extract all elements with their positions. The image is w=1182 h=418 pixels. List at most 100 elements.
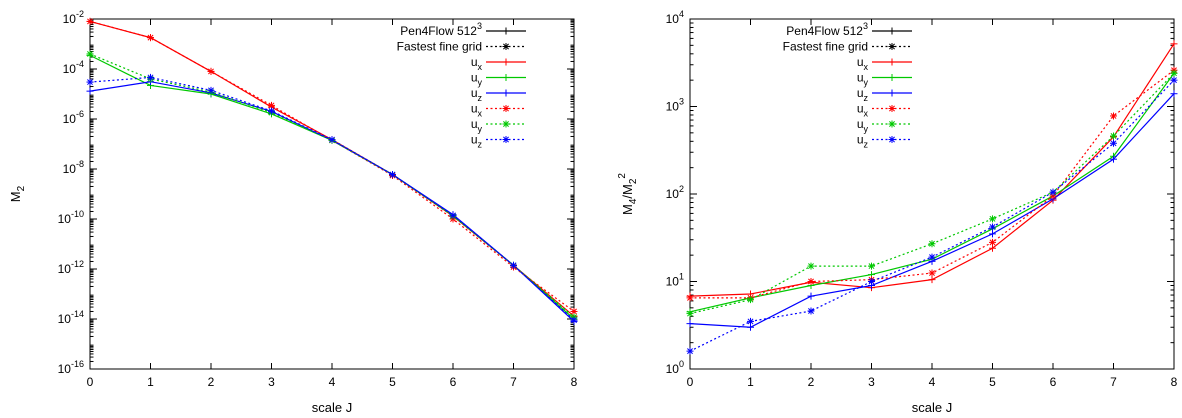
legend-label: uz (857, 133, 869, 150)
plot-area-frame (89, 18, 575, 370)
x-tick-label: 8 (1171, 375, 1178, 389)
legend-entry: ux (471, 55, 526, 72)
series-line (89, 20, 575, 312)
series-line (89, 76, 575, 321)
x-tick-label: 2 (208, 375, 215, 389)
data-point (449, 211, 457, 219)
chart-m4-over-m2-squared: 0 1 2 3 4 5 6 7 8 100 101 102 103 104 Pen4Flow 5123 Fa… (617, 9, 1178, 415)
x-tick-label: 6 (1050, 375, 1057, 389)
legend-entry: uz (471, 86, 526, 103)
series-layer (86, 17, 578, 325)
legend-label: uy (857, 117, 869, 134)
y-tick-label: 10-2 (63, 9, 84, 26)
legend-label: ux (857, 102, 869, 119)
y-tick-label: 10-8 (63, 159, 84, 176)
data-point (570, 316, 578, 324)
plot-area-frame (689, 18, 1175, 370)
x-tick-label: 3 (268, 375, 275, 389)
legend-marker (502, 120, 510, 128)
data-point (1110, 112, 1117, 120)
series-5 (86, 73, 578, 324)
data-point (1170, 69, 1178, 77)
y-tick-label: 104 (666, 9, 684, 26)
data-point (807, 307, 815, 315)
series-line (89, 20, 575, 317)
series-4 (686, 69, 1178, 318)
chart-m2: 0 1 2 3 4 5 6 7 8 10-16 10-14 10-12 10-10 10-8 10-6 10-… (8, 9, 578, 415)
y-tick-label: 10-16 (58, 359, 84, 376)
legend-entry: uy (471, 71, 526, 88)
data-point (989, 215, 996, 223)
data-point (989, 238, 996, 246)
legend-marker (502, 89, 510, 97)
legend-marker (502, 74, 510, 81)
legend-entry: uz (857, 86, 912, 103)
series-2 (686, 90, 1178, 331)
series-line (689, 79, 1175, 352)
x-tick-label: 7 (1110, 375, 1117, 389)
y-axis-label: M4/M22 (617, 173, 639, 215)
series-line (89, 54, 575, 320)
series-5 (686, 76, 1178, 355)
data-point (1170, 90, 1178, 98)
legend-entry: Fastest fine grid (783, 40, 912, 54)
data-point (989, 230, 996, 238)
legend-label: uz (471, 133, 483, 150)
legend-label: uz (857, 86, 869, 103)
data-point (989, 244, 996, 252)
tick-labels: 0 1 2 3 4 5 6 7 8 100 101 102 103 104 (666, 9, 1178, 389)
data-point (928, 269, 936, 277)
data-point (686, 310, 694, 318)
legend-label: ux (857, 55, 869, 72)
legend-marker (888, 43, 896, 50)
legend-label: uy (471, 117, 483, 134)
x-tick-label: 0 (687, 375, 694, 389)
data-point (928, 240, 936, 248)
series-2 (86, 78, 578, 325)
y-tick-label: 10-4 (63, 59, 84, 76)
data-point (1049, 188, 1057, 196)
data-point (928, 253, 936, 261)
series-layer (686, 40, 1178, 355)
legend-label: Pen4Flow 5123 (400, 21, 482, 38)
legend-entry: Pen4Flow 5123 (786, 21, 912, 38)
x-axis-label: scale J (312, 400, 352, 415)
y-axis-label: M2 (8, 185, 27, 202)
legend-label: Fastest fine grid (397, 40, 482, 54)
y-tick-label: 102 (666, 184, 684, 201)
x-axis-label: scale J (912, 400, 952, 415)
data-point (268, 107, 275, 115)
legend-entry: uz (471, 133, 526, 150)
series-3 (686, 66, 1178, 302)
legend-label: ux (471, 55, 483, 72)
y-tick-label: 10-10 (58, 209, 84, 226)
x-tick-label: 6 (450, 375, 457, 389)
tick-marks (689, 18, 1175, 370)
data-point (686, 320, 694, 328)
tick-labels: 0 1 2 3 4 5 6 7 8 10-16 10-14 10-12 10-10 10-8 10-6 10-… (58, 9, 578, 389)
data-point (807, 292, 815, 300)
x-tick-label: 1 (147, 375, 154, 389)
legend-label: Fastest fine grid (783, 40, 868, 54)
x-tick-label: 2 (808, 375, 815, 389)
legend-entry: ux (857, 55, 912, 72)
x-tick-label: 4 (929, 375, 936, 389)
data-point (268, 101, 275, 109)
x-tick-label: 5 (989, 375, 996, 389)
data-point (807, 262, 815, 270)
y-tick-label: 10-12 (58, 259, 84, 276)
data-point (207, 67, 215, 75)
x-tick-label: 1 (747, 375, 754, 389)
legend-entry: uz (857, 133, 912, 150)
legend-label: uz (471, 86, 483, 103)
data-point (86, 78, 94, 86)
data-point (147, 34, 154, 42)
data-point (747, 296, 754, 304)
legend-marker (888, 120, 896, 128)
legend-entry: ux (471, 102, 526, 119)
data-point (747, 323, 754, 331)
y-tick-label: 10-6 (63, 109, 84, 126)
legend-entry: ux (857, 102, 912, 119)
